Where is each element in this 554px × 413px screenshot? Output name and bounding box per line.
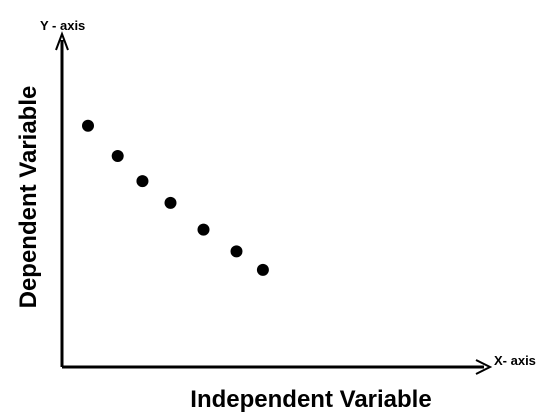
- data-points: [82, 119, 269, 276]
- data-point: [197, 223, 210, 236]
- data-point: [164, 196, 177, 209]
- data-point: [111, 149, 124, 162]
- y-axis-arrowhead: [55, 31, 69, 51]
- data-point: [136, 175, 149, 188]
- data-point: [82, 119, 94, 132]
- data-point: [230, 245, 243, 258]
- data-point: [256, 263, 269, 276]
- y-axis-name: Y - axis: [40, 18, 85, 33]
- x-axis-title: Independent Variable: [190, 386, 431, 413]
- x-axis-name: X- axis: [494, 353, 536, 368]
- y-axis-title: Dependent Variable: [15, 86, 42, 309]
- x-axis-arrowhead: [475, 359, 493, 375]
